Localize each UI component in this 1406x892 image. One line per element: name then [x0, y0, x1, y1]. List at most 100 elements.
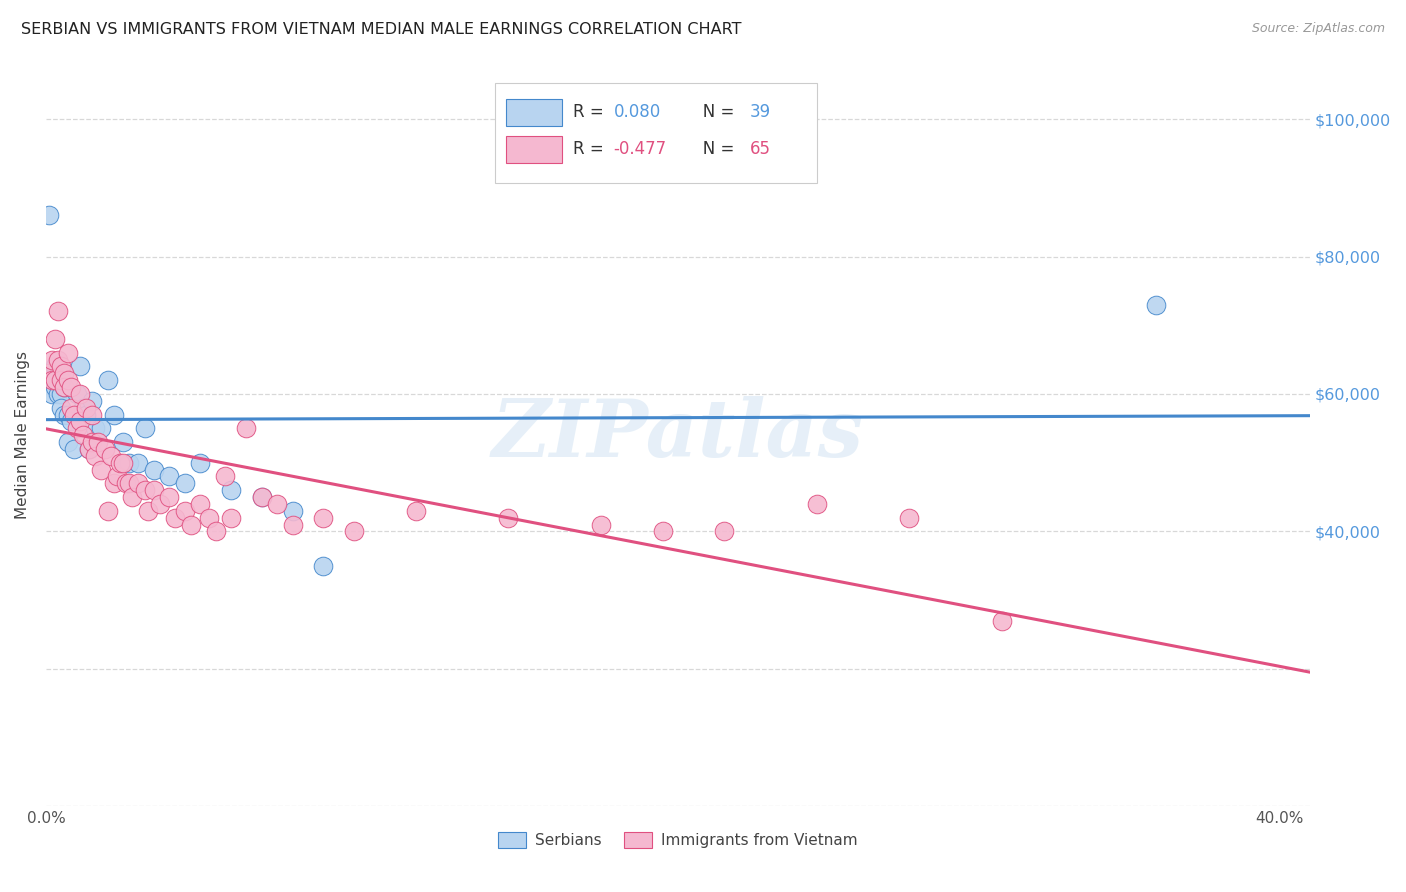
Point: [266, 497, 288, 511]
Point: [142, 462, 165, 476]
Point: [44, 373, 66, 387]
Point: [127, 476, 149, 491]
Point: [103, 476, 125, 491]
Point: [84, 421, 107, 435]
Point: [53, 380, 76, 394]
Point: [898, 510, 921, 524]
Point: [51, 359, 73, 374]
Point: [250, 490, 273, 504]
Point: [53, 408, 76, 422]
Text: R =: R =: [574, 140, 609, 159]
Point: [51, 367, 73, 381]
Point: [75, 401, 97, 415]
Point: [84, 449, 107, 463]
Text: 39: 39: [749, 103, 770, 121]
Point: [188, 456, 211, 470]
Point: [990, 614, 1012, 628]
Point: [77, 442, 100, 456]
Point: [51, 401, 73, 415]
Point: [1144, 298, 1167, 312]
Legend: Serbians, Immigrants from Vietnam: Serbians, Immigrants from Vietnam: [492, 826, 863, 855]
Point: [405, 504, 427, 518]
Point: [44, 359, 66, 374]
Point: [97, 504, 120, 518]
Point: [198, 510, 221, 524]
Point: [806, 497, 828, 511]
Point: [62, 442, 84, 456]
Point: [250, 490, 273, 504]
Point: [118, 456, 141, 470]
Point: [77, 442, 100, 456]
Point: [69, 359, 91, 374]
Point: [46, 373, 69, 387]
Point: [112, 435, 135, 450]
Point: [41, 373, 63, 387]
Text: 65: 65: [749, 140, 770, 159]
Y-axis label: Median Male Earnings: Median Male Earnings: [15, 351, 30, 519]
Point: [59, 401, 82, 415]
Point: [46, 352, 69, 367]
Point: [112, 456, 135, 470]
Point: [127, 456, 149, 470]
Point: [46, 387, 69, 401]
Point: [103, 408, 125, 422]
Point: [713, 524, 735, 539]
Point: [343, 524, 366, 539]
Text: 0.080: 0.080: [613, 103, 661, 121]
Point: [72, 428, 94, 442]
Point: [180, 517, 202, 532]
Point: [62, 408, 84, 422]
Point: [118, 476, 141, 491]
Point: [44, 332, 66, 346]
Point: [82, 435, 104, 450]
Point: [82, 393, 104, 408]
Point: [59, 414, 82, 428]
Point: [41, 352, 63, 367]
Text: N =: N =: [686, 140, 740, 159]
Point: [72, 401, 94, 415]
Point: [56, 435, 79, 450]
Point: [69, 387, 91, 401]
Point: [51, 373, 73, 387]
Point: [157, 490, 180, 504]
Text: Source: ZipAtlas.com: Source: ZipAtlas.com: [1251, 22, 1385, 36]
Point: [53, 367, 76, 381]
Point: [56, 408, 79, 422]
Point: [173, 476, 195, 491]
Point: [82, 408, 104, 422]
Point: [214, 469, 236, 483]
Point: [38, 367, 60, 381]
Point: [149, 497, 172, 511]
Point: [75, 408, 97, 422]
Point: [97, 373, 120, 387]
Point: [219, 510, 242, 524]
Point: [38, 208, 60, 222]
Point: [44, 380, 66, 394]
Point: [651, 524, 673, 539]
Point: [41, 387, 63, 401]
FancyBboxPatch shape: [495, 83, 817, 183]
Text: SERBIAN VS IMMIGRANTS FROM VIETNAM MEDIAN MALE EARNINGS CORRELATION CHART: SERBIAN VS IMMIGRANTS FROM VIETNAM MEDIA…: [21, 22, 741, 37]
Point: [59, 380, 82, 394]
Point: [142, 483, 165, 498]
Point: [56, 345, 79, 359]
Point: [51, 387, 73, 401]
Point: [66, 421, 89, 435]
Point: [498, 510, 520, 524]
Point: [281, 517, 304, 532]
Point: [312, 510, 335, 524]
Point: [173, 504, 195, 518]
Point: [56, 373, 79, 387]
Point: [115, 476, 138, 491]
Point: [589, 517, 612, 532]
Point: [93, 442, 115, 456]
Point: [281, 504, 304, 518]
Point: [312, 558, 335, 573]
Text: -0.477: -0.477: [613, 140, 666, 159]
Point: [108, 456, 131, 470]
Point: [121, 490, 143, 504]
Point: [134, 421, 156, 435]
Point: [105, 469, 128, 483]
Point: [136, 504, 159, 518]
Text: R =: R =: [574, 103, 609, 121]
